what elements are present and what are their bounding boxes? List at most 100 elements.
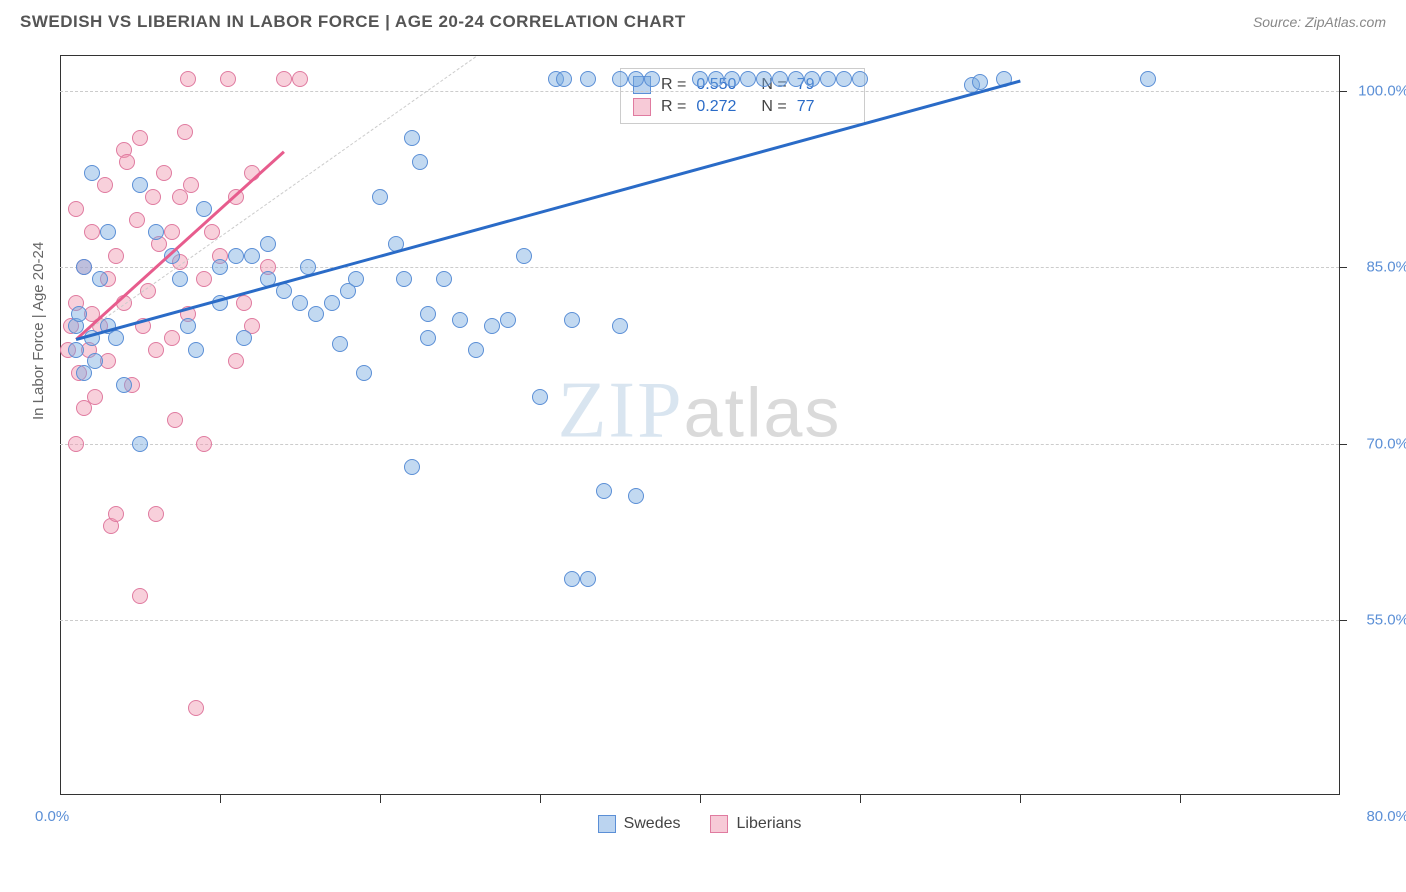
point-swedes [308,306,324,322]
gridline-h [60,267,1339,268]
x-tick [1180,795,1181,803]
point-liberians [292,71,308,87]
point-swedes [76,259,92,275]
point-liberians [228,353,244,369]
point-swedes [596,483,612,499]
y-axis-left [60,56,61,795]
point-swedes [188,342,204,358]
point-liberians [236,295,252,311]
point-swedes [820,71,836,87]
y-tick-label: 100.0% [1358,83,1406,100]
point-swedes [84,165,100,181]
point-liberians [167,412,183,428]
point-swedes [276,283,292,299]
gridline-h [60,620,1339,621]
point-swedes [212,259,228,275]
point-swedes [87,353,103,369]
point-swedes [292,295,308,311]
point-swedes [972,74,988,90]
legend-item-pink: Liberians [710,815,801,833]
point-swedes [420,330,436,346]
point-liberians [180,71,196,87]
point-liberians [164,224,180,240]
point-swedes [116,377,132,393]
point-swedes [404,459,420,475]
series-legend: Swedes Liberians [60,815,1339,833]
point-swedes [836,71,852,87]
x-tick [220,795,221,803]
point-swedes [724,71,740,87]
point-liberians [177,124,193,140]
point-swedes [68,342,84,358]
point-swedes [71,306,87,322]
point-swedes [372,189,388,205]
swatch-pink [633,98,651,116]
point-swedes [708,71,724,87]
watermark: ZIPatlas [558,365,842,456]
point-swedes [436,271,452,287]
point-liberians [68,201,84,217]
point-swedes [556,71,572,87]
legend-label-blue: Swedes [624,815,681,833]
y-tick [1339,267,1347,268]
x-tick [380,795,381,803]
point-swedes [612,71,628,87]
point-swedes [788,71,804,87]
header: SWEDISH VS LIBERIAN IN LABOR FORCE | AGE… [0,0,1406,40]
swatch-blue [598,815,616,833]
y-tick [1339,91,1347,92]
legend-label-pink: Liberians [736,815,801,833]
point-swedes [412,154,428,170]
y-tick [1339,444,1347,445]
scatter-chart: ZIPatlas R = 0.550 N = 79 R = 0.272 N = … [60,55,1340,795]
point-swedes [108,330,124,346]
point-liberians [132,130,148,146]
r-value-pink: 0.272 [696,98,751,116]
point-swedes [148,224,164,240]
point-liberians [97,177,113,193]
point-liberians [156,165,172,181]
point-swedes [628,488,644,504]
point-swedes [772,71,788,87]
x-tick [860,795,861,803]
point-swedes [132,177,148,193]
y-tick-label: 85.0% [1366,259,1406,276]
point-swedes [532,389,548,405]
x-max-label: 80.0% [1366,808,1406,825]
point-swedes [356,365,372,381]
n-label: N = [761,98,786,116]
point-swedes [396,271,412,287]
chart-title: SWEDISH VS LIBERIAN IN LABOR FORCE | AGE… [20,12,686,32]
point-liberians [276,71,292,87]
x-tick [700,795,701,803]
point-liberians [148,342,164,358]
point-swedes [196,201,212,217]
source-label: Source: ZipAtlas.com [1253,14,1386,30]
point-swedes [516,248,532,264]
y-tick [1339,620,1347,621]
point-liberians [132,588,148,604]
point-swedes [1140,71,1156,87]
guide-line [76,56,477,339]
point-liberians [188,700,204,716]
point-swedes [132,436,148,452]
swatch-pink [710,815,728,833]
point-swedes [92,271,108,287]
point-swedes [172,271,188,287]
point-liberians [108,248,124,264]
point-liberians [129,212,145,228]
y-tick-label: 70.0% [1366,435,1406,452]
point-liberians [220,71,236,87]
point-swedes [692,71,708,87]
point-swedes [100,224,116,240]
point-swedes [612,318,628,334]
point-swedes [756,71,772,87]
point-swedes [484,318,500,334]
point-swedes [332,336,348,352]
point-swedes [348,271,364,287]
gridline-h [60,444,1339,445]
point-swedes [500,312,516,328]
y-tick-label: 55.0% [1366,611,1406,628]
y-axis-title: In Labor Force | Age 20-24 [30,242,47,420]
point-swedes [244,248,260,264]
